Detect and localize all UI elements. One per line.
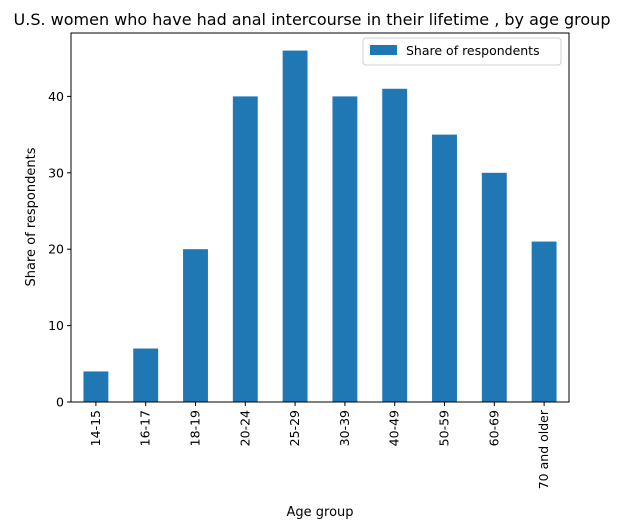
bar-20-24 xyxy=(232,96,258,402)
bar-70-and-older xyxy=(531,241,557,402)
bar-14-15 xyxy=(83,371,109,402)
x-axis-ticks: 14-15 16-17 18-19 20-24 25-29 30-39 40-49 50-59… xyxy=(88,402,551,489)
y-tick-label: 30 xyxy=(48,165,64,180)
bar-25-29 xyxy=(282,50,308,402)
chart-title: U.S. women who have had anal intercourse… xyxy=(14,10,611,29)
legend: Share of respondents xyxy=(362,37,562,66)
bar-18-19 xyxy=(183,249,208,402)
y-tick-label: 40 xyxy=(48,89,64,104)
bar-60-69 xyxy=(481,172,507,402)
x-tick-label: 25-29 xyxy=(287,410,302,446)
bar-50-59 xyxy=(432,134,457,402)
bar-40-49 xyxy=(382,88,408,402)
x-tick-label: 50-59 xyxy=(437,410,452,446)
y-axis-ticks: 0 10 20 30 40 xyxy=(48,89,71,410)
x-tick-label: 30-39 xyxy=(337,410,352,446)
bar-16-17 xyxy=(133,348,159,402)
x-axis-label: Age group xyxy=(286,505,353,520)
x-tick-label: 20-24 xyxy=(237,410,252,446)
bar-30-39 xyxy=(332,96,358,402)
bars-group xyxy=(83,50,557,402)
y-axis-label: Share of respondents xyxy=(24,147,39,286)
legend-box xyxy=(362,37,562,66)
legend-label: Share of respondents xyxy=(406,43,540,58)
x-tick-label: 70 and older xyxy=(536,409,551,489)
legend-swatch xyxy=(370,45,397,55)
x-tick-label: 16-17 xyxy=(138,410,153,446)
x-tick-label: 14-15 xyxy=(88,410,103,446)
x-tick-label: 40-49 xyxy=(387,410,402,446)
axes-frame xyxy=(70,32,570,403)
x-tick-label: 18-19 xyxy=(188,410,203,446)
y-tick-label: 0 xyxy=(56,395,64,410)
x-tick-label: 60-69 xyxy=(486,410,501,446)
y-tick-label: 20 xyxy=(48,242,64,257)
y-tick-label: 10 xyxy=(48,318,64,333)
